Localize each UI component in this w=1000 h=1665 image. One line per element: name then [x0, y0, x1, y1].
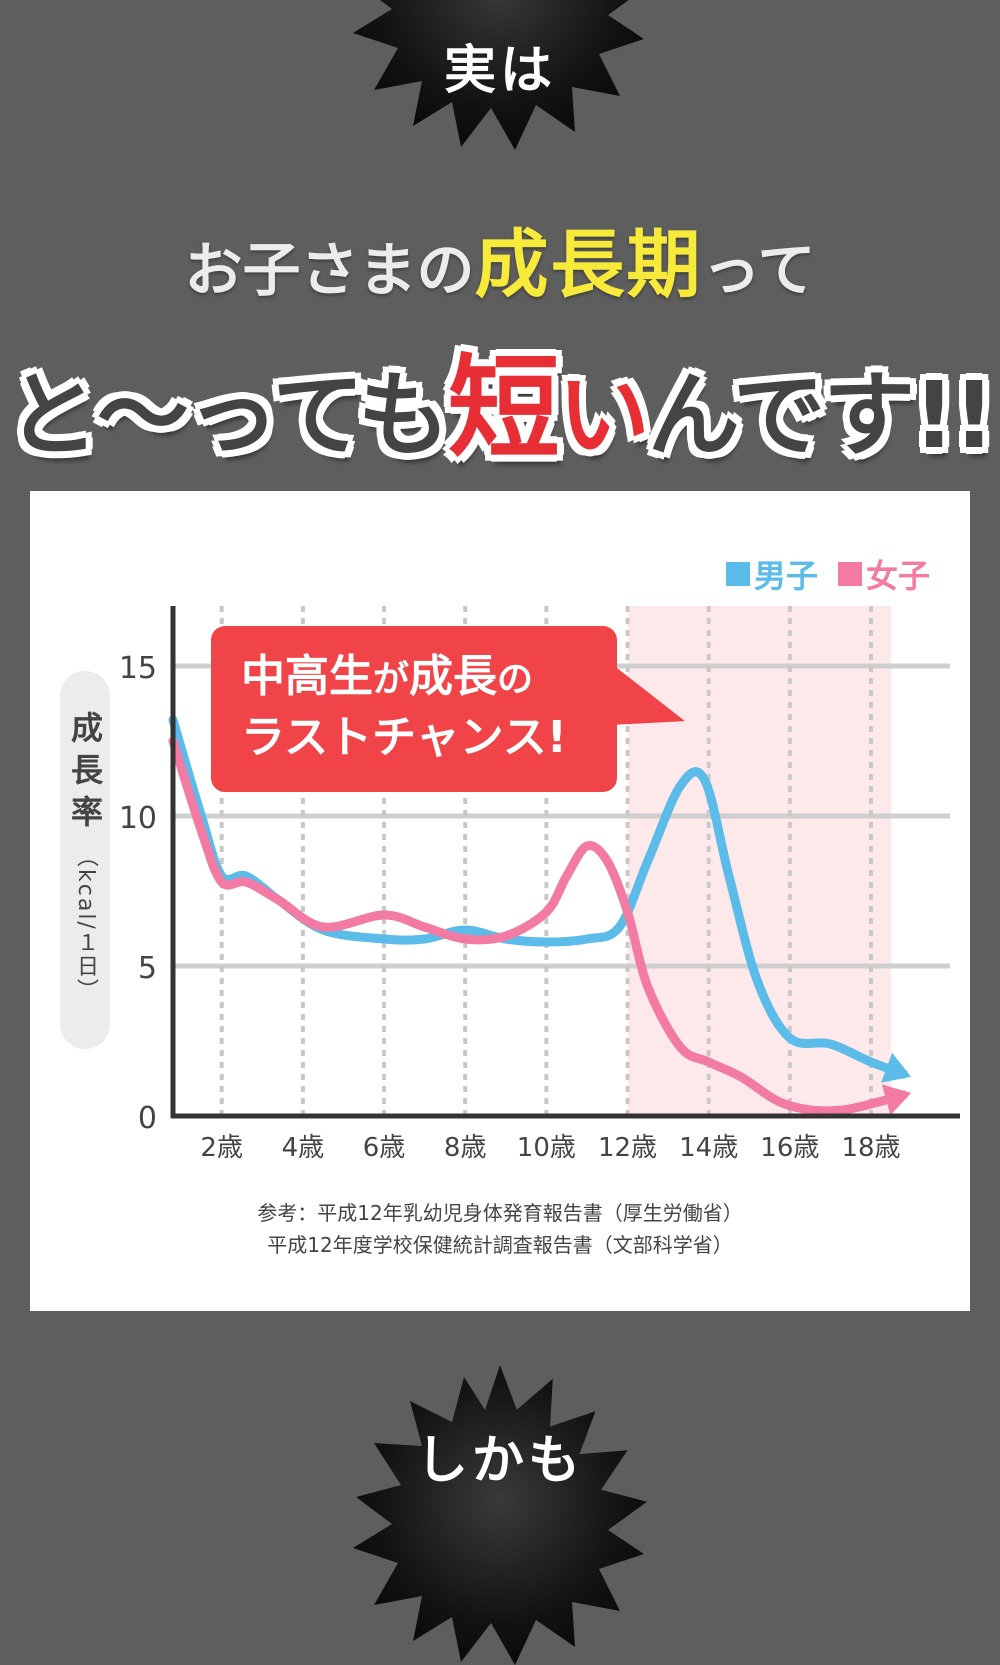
headline-line2-red2: い	[557, 362, 650, 469]
headline-line2-pre: と〜っても	[6, 362, 450, 469]
source-note: 参考：平成12年乳幼児身体発育報告書（厚生労働省） 平成12年度学校保健統計調査…	[30, 1197, 970, 1261]
y-tick-label: 0	[138, 1101, 157, 1136]
callout-text-d: の	[497, 659, 534, 700]
x-tick-label: 18歳	[841, 1133, 900, 1163]
headline-line1-pre: お子さまの	[184, 236, 475, 304]
highlight-band	[627, 606, 892, 1116]
x-tick-label: 8歳	[444, 1133, 487, 1163]
bottom-badge-text: しかも	[415, 1430, 584, 1491]
x-tick-label: 6歳	[363, 1133, 406, 1163]
y-axis-label: 成長率	[66, 711, 104, 837]
headline-line1-highlight: 成長期	[474, 222, 703, 308]
headline-line2-post: んです!!	[647, 362, 995, 469]
legend-label-boys: 男子	[753, 557, 818, 595]
top-badge-starburst: 実は	[353, 0, 647, 150]
y-tick-label: 10	[119, 801, 157, 836]
x-tick-label: 4歳	[282, 1133, 325, 1163]
series-line-girls	[168, 736, 908, 1116]
series-arrow-girls	[881, 1084, 912, 1116]
headline-line1: お子さまの成長期って	[0, 205, 1000, 312]
x-tick-label: 16歳	[760, 1133, 819, 1163]
x-tick-label: 12歳	[598, 1133, 657, 1163]
headline-line2-red: 短	[447, 344, 560, 474]
x-tick-label: 2歳	[200, 1133, 243, 1163]
callout-text-c: 成長	[409, 651, 498, 702]
source-line1: 参考：平成12年乳幼児身体発育報告書（厚生労働省）	[257, 1201, 743, 1225]
callout-line1: 中高生が成長の	[241, 648, 617, 709]
y-axis-unit: （kcal/１日）	[73, 845, 98, 1003]
y-axis-label-pill: 成長率 （kcal/１日）	[60, 671, 110, 1049]
series-arrow-boys	[881, 1052, 911, 1083]
y-tick-label: 15	[119, 651, 157, 686]
headline-line2: と〜っても短いんです!!	[0, 318, 1000, 480]
callout-text-a: 中高生	[241, 651, 373, 702]
legend-label-girls: 女子	[865, 557, 930, 595]
legend-item-boys: 男子	[725, 551, 818, 597]
growth-rate-chart: 0 5 10 15 2歳 4歳 6歳 8歳 10歳 12歳 14歳 16歳 18歳	[119, 606, 960, 1163]
chart-card: 0 5 10 15 2歳 4歳 6歳 8歳 10歳 12歳 14歳 16歳 18歳 男子 女子 成長率 …	[30, 491, 970, 1311]
y-tick-label: 5	[138, 951, 157, 986]
legend-swatch-boys	[725, 562, 750, 586]
top-badge-text: 実は	[443, 40, 556, 101]
x-tick-label: 14歳	[679, 1133, 738, 1163]
callout-bubble: 中高生が成長の ラストチャンス!	[211, 626, 617, 792]
headline-line1-post: って	[702, 236, 816, 304]
bottom-badge-starburst: しかも	[353, 1365, 647, 1665]
source-line2: 平成12年度学校保健統計調査報告書（文部科学省）	[267, 1233, 733, 1257]
legend-item-girls: 女子	[837, 551, 930, 597]
chart-legend: 男子 女子	[725, 551, 930, 597]
legend-swatch-girls	[837, 562, 862, 586]
x-tick-label: 10歳	[517, 1133, 576, 1163]
callout-text-b: が	[373, 659, 410, 700]
callout-line2: ラストチャンス!	[241, 712, 567, 763]
